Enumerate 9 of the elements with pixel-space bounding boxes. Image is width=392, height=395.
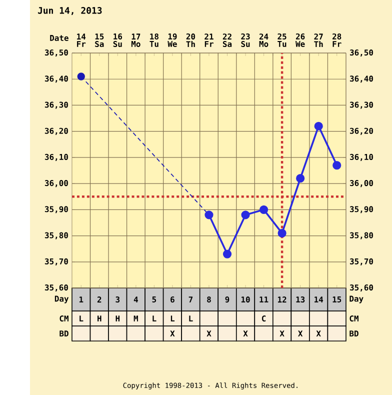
point <box>241 210 250 220</box>
point <box>77 72 85 80</box>
point <box>222 250 232 258</box>
point <box>278 228 286 238</box>
point <box>259 205 268 214</box>
point <box>296 174 305 183</box>
point <box>332 160 342 170</box>
chart-title: Jun 14, 2013 <box>38 7 102 15</box>
point <box>314 122 323 130</box>
